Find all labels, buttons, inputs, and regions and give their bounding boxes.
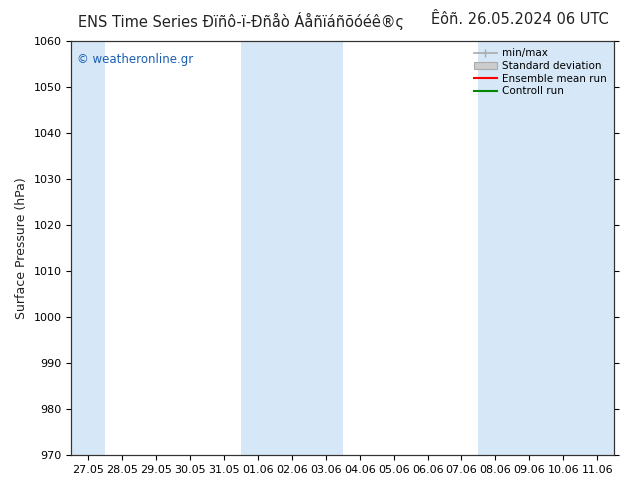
Text: Êôñ. 26.05.2024 06 UTC: Êôñ. 26.05.2024 06 UTC (431, 12, 609, 27)
Bar (275, 41, 309, 455)
Text: © weatheronline.gr: © weatheronline.gr (77, 53, 193, 67)
Bar (512, 41, 547, 455)
Bar (479, 41, 512, 455)
Bar (580, 41, 614, 455)
Legend: min/max, Standard deviation, Ensemble mean run, Controll run: min/max, Standard deviation, Ensemble me… (472, 46, 609, 98)
Bar (309, 41, 343, 455)
Bar (72, 41, 105, 455)
Bar (547, 41, 580, 455)
Bar (241, 41, 275, 455)
Text: ENS Time Series Đïñô-ï-Đñåò Áåñïáñõóéê®ς: ENS Time Series Đïñô-ï-Đñåò Áåñïáñõóéê®ς (78, 12, 404, 30)
Y-axis label: Surface Pressure (hPa): Surface Pressure (hPa) (15, 177, 28, 319)
